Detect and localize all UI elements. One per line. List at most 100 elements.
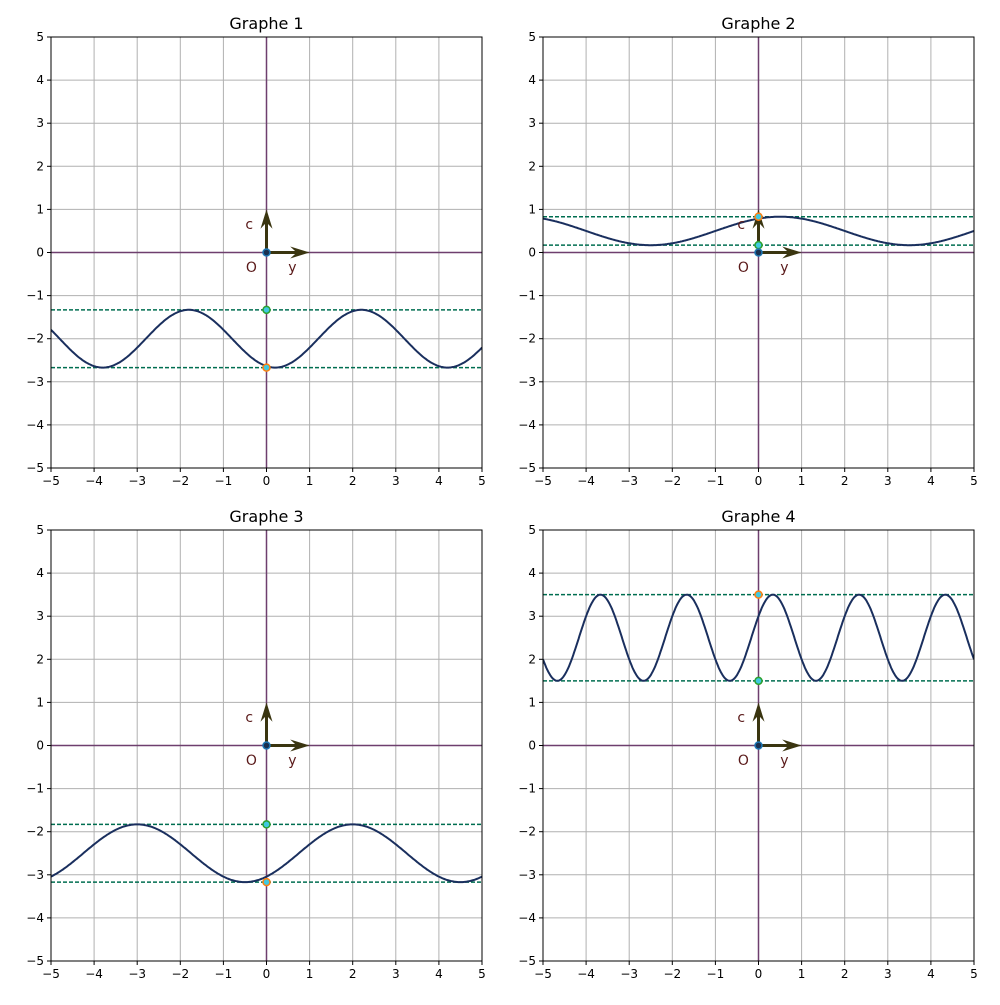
y-tick-label: 2 (528, 159, 536, 173)
y-tick-label: −4 (26, 418, 44, 432)
y-tick-label: −4 (518, 418, 536, 432)
vector-y-arrowhead (290, 246, 310, 259)
x-tick-label: 4 (435, 967, 443, 981)
x-tick-label: −1 (215, 474, 233, 488)
vector-y-arrowhead (782, 246, 802, 259)
x-tick-label: −1 (215, 967, 233, 981)
y-tick-label: 4 (36, 73, 44, 87)
y-tick-label: 3 (36, 116, 44, 130)
x-tick-label: −2 (663, 967, 681, 981)
y-tick-label: −2 (26, 332, 44, 346)
x-tick-label: 3 (392, 474, 400, 488)
x-tick-label: −5 (42, 967, 60, 981)
y-tick-label: 4 (36, 566, 44, 580)
vector-y-arrowhead (782, 739, 802, 752)
x-tick-label: 0 (755, 474, 763, 488)
y-tick-label: −1 (26, 289, 44, 303)
y-tick-label: −1 (518, 289, 536, 303)
plot-frame (50, 36, 483, 469)
plot-frame (542, 36, 975, 469)
vector-y-label: y (780, 753, 788, 769)
y-tick-label: −4 (26, 911, 44, 925)
marker-orange (262, 877, 271, 887)
y-tick-label: −5 (26, 954, 44, 968)
x-tick-label: 1 (306, 474, 314, 488)
plot-frame (542, 529, 975, 962)
x-tick-label: 1 (306, 967, 314, 981)
y-tick-label: −3 (26, 375, 44, 389)
y-tick-label: 5 (36, 523, 44, 537)
subplot-title: Graphe 4 (721, 507, 795, 526)
vector-c-label: c (245, 710, 253, 726)
y-tick-label: −3 (518, 375, 536, 389)
y-tick-label: 2 (36, 159, 44, 173)
y-tick-label: −5 (518, 954, 536, 968)
x-tick-label: 5 (478, 967, 486, 981)
y-tick-label: 3 (528, 116, 536, 130)
y-tick-label: 4 (528, 566, 536, 580)
x-tick-label: −2 (171, 474, 189, 488)
origin-label: O (738, 260, 749, 276)
vector-c-arrowhead (752, 702, 765, 722)
x-tick-label: −5 (534, 474, 552, 488)
x-tick-label: −3 (128, 474, 146, 488)
vector-c-label: c (737, 217, 745, 233)
origin-marker (754, 741, 763, 750)
x-tick-label: 4 (927, 967, 935, 981)
x-tick-label: 3 (884, 967, 892, 981)
x-tick-label: 5 (970, 967, 978, 981)
y-tick-label: −2 (26, 825, 44, 839)
x-tick-label: 4 (435, 474, 443, 488)
y-tick-label: 0 (36, 246, 44, 260)
x-tick-label: 0 (755, 967, 763, 981)
marker-green (754, 240, 763, 250)
subplot-title: Graphe 3 (229, 507, 303, 526)
y-tick-label: 0 (528, 739, 536, 753)
origin-marker (262, 741, 271, 750)
function-curve (51, 823, 482, 884)
vector-y-label: y (288, 260, 296, 276)
x-tick-label: −3 (620, 967, 638, 981)
y-tick-label: 3 (528, 609, 536, 623)
y-tick-label: 5 (528, 523, 536, 537)
x-tick-label: −1 (707, 967, 725, 981)
origin-marker (262, 248, 271, 257)
plot-frame (50, 529, 483, 962)
marker-orange (754, 590, 763, 599)
x-tick-label: 0 (263, 967, 271, 981)
y-tick-label: 1 (528, 202, 536, 216)
marker-green (754, 676, 763, 686)
x-tick-label: 2 (841, 474, 849, 488)
y-tick-label: 5 (36, 30, 44, 44)
y-tick-label: 2 (36, 652, 44, 666)
y-tick-label: −2 (518, 332, 536, 346)
vector-y-label: y (780, 260, 788, 276)
x-tick-label: 5 (478, 474, 486, 488)
y-tick-label: −3 (26, 868, 44, 882)
x-tick-label: −3 (128, 967, 146, 981)
x-tick-label: −2 (171, 967, 189, 981)
x-tick-label: −3 (620, 474, 638, 488)
subplot-3: −5 −4 −3 −2 −1 0 1 2 3 4 5 −5 −4 −3 −2 −1 0 1 2 3 4 5 c y O Graph… (26, 507, 486, 981)
y-tick-label: 1 (528, 695, 536, 709)
x-tick-label: 5 (970, 474, 978, 488)
marker-green (262, 820, 271, 829)
y-tick-label: −3 (518, 868, 536, 882)
origin-marker (754, 248, 763, 257)
vector-c-arrowhead (260, 209, 273, 229)
x-tick-label: −4 (577, 967, 595, 981)
x-tick-label: −4 (577, 474, 595, 488)
y-tick-label: 0 (528, 246, 536, 260)
marker-orange (262, 363, 271, 372)
y-tick-label: 0 (36, 739, 44, 753)
function-curve (543, 593, 974, 682)
vector-c-label: c (737, 710, 745, 726)
subplot-1: −5 −4 −3 −2 −1 0 1 2 3 4 5 −5 −4 −3 −2 −1 0 1 2 3 4 5 c y O Graph… (26, 14, 486, 488)
origin-label: O (246, 260, 257, 276)
y-tick-label: −5 (518, 461, 536, 475)
x-tick-label: −1 (707, 474, 725, 488)
y-tick-label: −1 (518, 782, 536, 796)
origin-label: O (738, 753, 749, 769)
